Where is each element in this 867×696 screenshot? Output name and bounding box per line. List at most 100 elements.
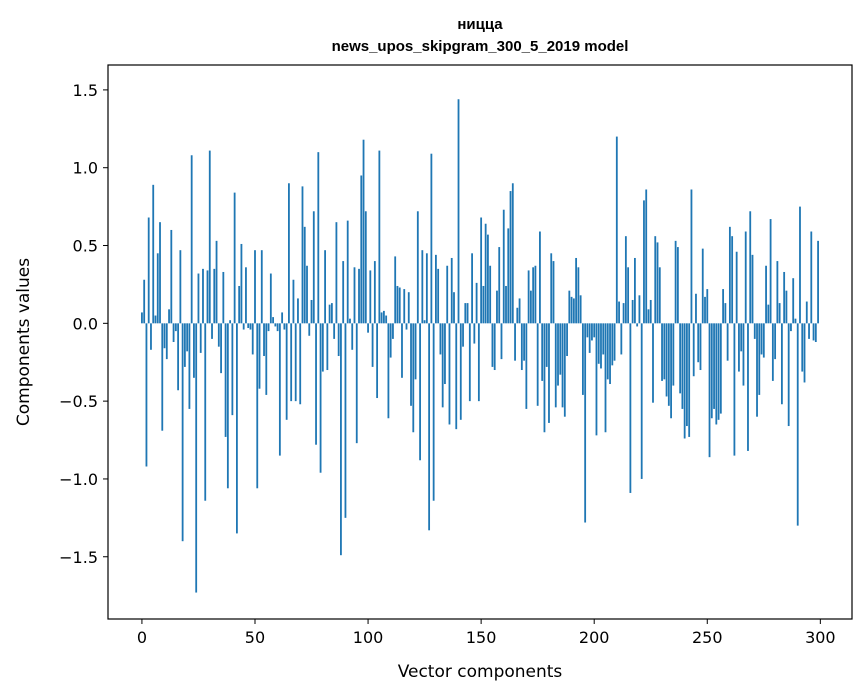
bar: [152, 184, 155, 324]
bar: [387, 323, 390, 419]
bar: [272, 317, 274, 324]
bar: [812, 323, 815, 341]
bar: [297, 298, 299, 324]
bar: [613, 323, 616, 361]
bar: [450, 257, 453, 324]
bar: [683, 323, 686, 439]
bar: [487, 234, 489, 324]
bar: [654, 236, 657, 324]
bar: [484, 223, 487, 324]
bar: [713, 323, 715, 409]
bar: [315, 323, 317, 445]
bar: [543, 323, 546, 433]
bar: [733, 323, 736, 456]
bar: [593, 323, 596, 338]
bar: [206, 270, 209, 324]
bar: [597, 323, 600, 364]
bar: [744, 231, 747, 324]
bar: [690, 189, 693, 324]
x-tick-label: 0: [137, 628, 147, 647]
bar: [407, 292, 410, 324]
bar: [604, 323, 607, 433]
bar: [473, 323, 476, 344]
bar: [523, 323, 525, 361]
bar: [701, 248, 704, 324]
bar: [161, 323, 164, 431]
bar: [719, 323, 722, 414]
bar: [174, 323, 177, 332]
bar: [179, 250, 182, 324]
bar: [629, 323, 632, 493]
y-tick-label: 0.0: [73, 314, 98, 333]
bar: [566, 323, 568, 357]
bar: [346, 220, 349, 324]
bar: [674, 240, 677, 324]
bar: [645, 189, 648, 324]
bar: [559, 323, 562, 375]
bar: [177, 323, 180, 391]
bar: [520, 323, 523, 371]
bar: [394, 256, 397, 324]
bar: [159, 222, 161, 324]
bar: [360, 175, 363, 324]
bar: [810, 231, 813, 324]
bar: [541, 323, 544, 381]
bar: [310, 299, 313, 324]
bar: [249, 323, 252, 330]
bar: [665, 323, 668, 397]
bar: [667, 323, 670, 406]
bar: [358, 268, 360, 324]
bar: [584, 323, 587, 523]
bar: [444, 323, 446, 385]
bar: [550, 253, 553, 324]
bar: [471, 253, 473, 324]
bar: [464, 303, 467, 324]
bar: [364, 211, 367, 324]
bar: [706, 289, 709, 324]
bar: [421, 250, 424, 324]
bar: [349, 318, 351, 324]
bar: [656, 242, 659, 324]
y-tick-label: −1.0: [59, 470, 98, 489]
bar: [747, 323, 749, 451]
bar: [731, 236, 734, 324]
bar: [335, 222, 338, 324]
bar: [226, 323, 229, 489]
bar: [301, 186, 304, 324]
bar: [751, 254, 754, 324]
y-tick-label: −1.5: [59, 548, 98, 567]
bar: [459, 323, 462, 420]
bar: [369, 270, 372, 324]
bar: [647, 309, 650, 324]
bar: [170, 229, 173, 324]
bar: [371, 323, 374, 367]
bar: [778, 303, 781, 324]
bar: [717, 323, 720, 420]
bar: [378, 150, 381, 324]
bar: [688, 323, 691, 437]
bar: [794, 318, 797, 324]
bar: [312, 211, 315, 324]
bar: [342, 261, 345, 324]
bar: [197, 273, 200, 324]
bar: [437, 268, 440, 324]
bar: [367, 323, 369, 333]
bar: [579, 295, 582, 324]
bar: [247, 323, 250, 328]
bar: [496, 290, 498, 324]
bar: [355, 323, 358, 444]
bar: [267, 323, 270, 332]
bar: [401, 323, 403, 378]
bar: [699, 323, 702, 371]
bar: [238, 285, 241, 324]
bar: [328, 304, 331, 324]
bar: [353, 267, 356, 324]
bar: [643, 200, 645, 324]
bar: [457, 99, 460, 324]
chart-title: ницца: [457, 16, 503, 33]
y-axis-label: Components values: [14, 258, 34, 426]
bar: [785, 290, 788, 324]
bar: [715, 323, 718, 425]
bar: [615, 136, 618, 324]
